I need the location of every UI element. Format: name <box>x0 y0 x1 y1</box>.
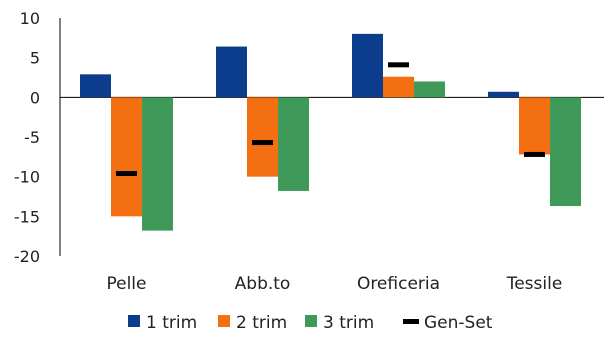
y-tick-label: 5 <box>30 49 40 68</box>
gen-set-marker <box>252 140 273 146</box>
category-label: Abb.to <box>235 274 291 294</box>
bar <box>278 97 309 191</box>
bar <box>111 97 142 217</box>
legend: 1 trim 2 trim 3 trim Gen-Set <box>128 313 493 333</box>
y-tick-label: -15 <box>14 207 40 226</box>
bars <box>80 33 581 231</box>
legend-swatch <box>128 315 140 327</box>
y-tick-label: 10 <box>20 9 40 28</box>
legend-label: 1 trim <box>146 313 197 333</box>
bar <box>519 97 550 155</box>
category-label: Tessile <box>506 274 563 294</box>
bar <box>142 97 173 231</box>
legend-label: 2 trim <box>236 313 287 333</box>
gen-set-marker <box>524 151 545 157</box>
bar <box>247 97 278 177</box>
legend-swatch <box>403 319 419 324</box>
bar <box>383 76 414 98</box>
category-label: Oreficeria <box>357 274 440 294</box>
gen-set-marker <box>116 170 137 176</box>
bar <box>414 81 445 98</box>
gen-set-markers <box>116 62 545 176</box>
bar <box>80 74 111 98</box>
bar <box>550 97 581 207</box>
category-label: Pelle <box>106 274 146 294</box>
axis-labels: 10 5 0 -5 -10 -15 -20 Pelle Abb.to Oreficeria Tess… <box>14 9 562 294</box>
legend-swatch <box>218 315 230 327</box>
bar <box>352 33 383 98</box>
bar <box>216 46 247 98</box>
y-tick-label: -5 <box>24 128 40 147</box>
legend-label: 3 trim <box>323 313 374 333</box>
y-tick-label: -20 <box>14 247 40 266</box>
y-tick-label: 0 <box>30 88 40 107</box>
legend-label: Gen-Set <box>424 313 493 333</box>
y-tick-label: -10 <box>14 168 40 187</box>
bar <box>488 91 519 98</box>
gen-set-marker <box>388 62 409 68</box>
legend-swatch <box>305 315 317 327</box>
